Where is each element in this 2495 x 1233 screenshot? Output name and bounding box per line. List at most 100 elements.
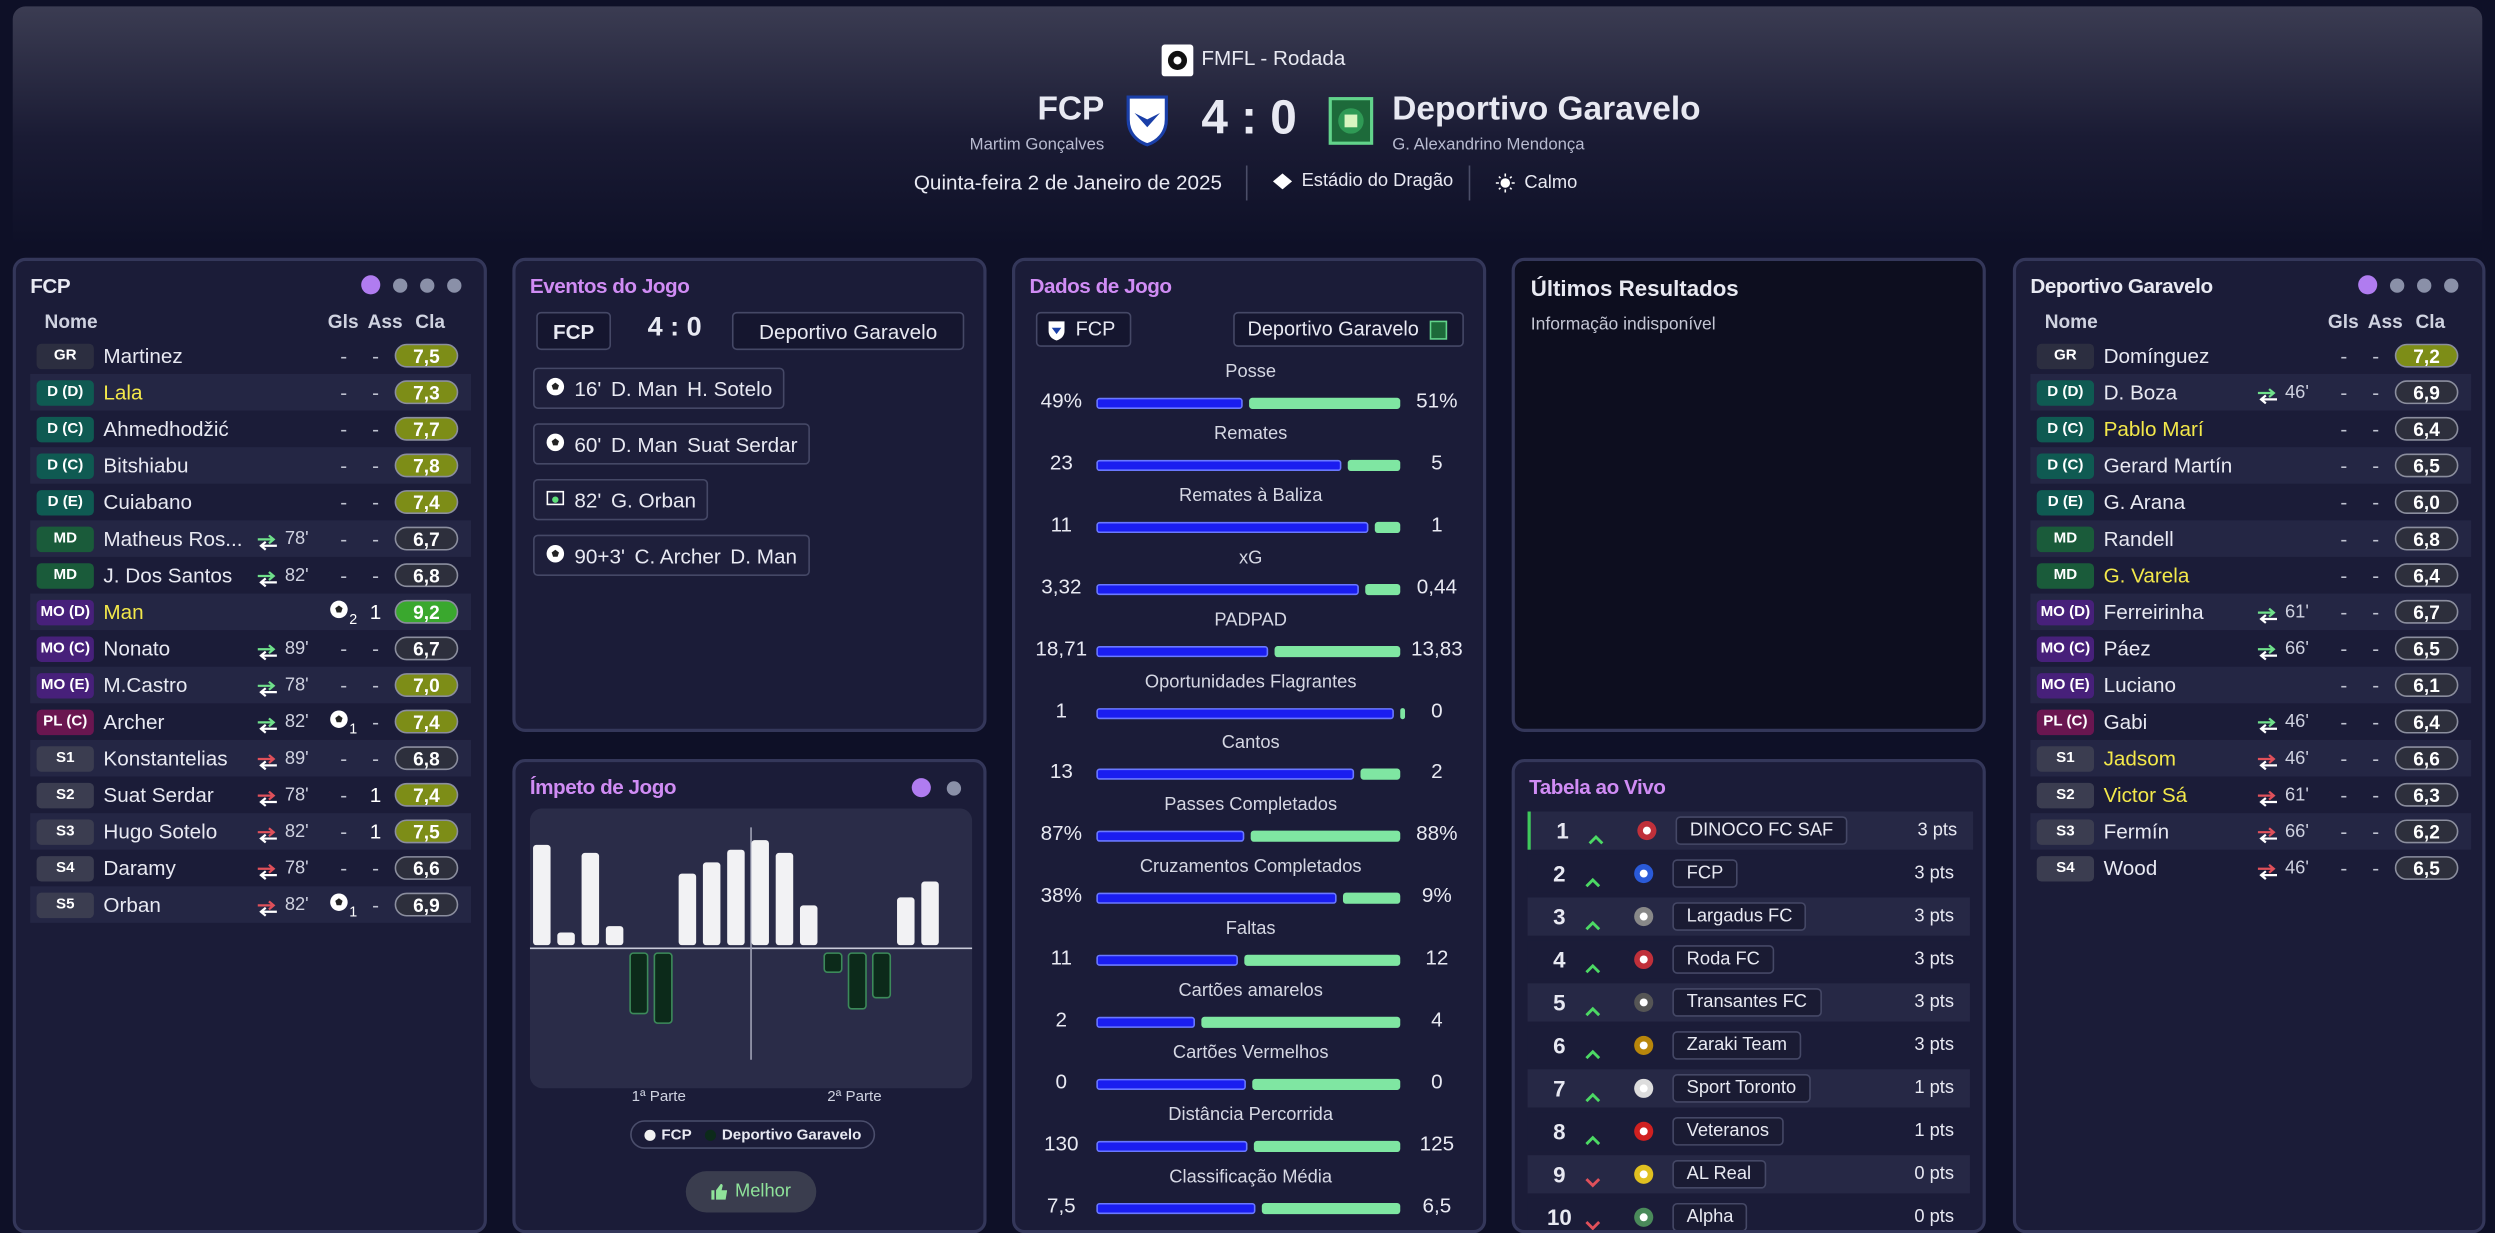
sub-minute: 78' [284,529,309,549]
player-name: Gerard Martín [2103,453,2233,478]
away-bar [1400,707,1406,719]
goal-count: 1 [349,903,358,919]
sub-minute: 46' [2284,748,2309,768]
home-bar [1096,1078,1246,1090]
assists: - [2372,673,2380,697]
sub-minute: 82' [284,565,309,585]
trend-icon [1585,1039,1601,1068]
goals: - [2340,563,2348,588]
stat-label: Cantos [1221,734,1280,754]
stat-label: Remates [1214,424,1288,444]
page-dot[interactable] [420,278,435,293]
position-badge: GR [2036,342,2095,369]
stat-label: Classificação Média [1169,1167,1333,1187]
position-badge: MO (D) [2036,599,2095,625]
sub-minute: 82' [284,821,309,841]
goals: - [2340,709,2348,734]
rating-badge: 6,4 [2394,563,2459,588]
player-row: S3 Hugo Sotelo 82' -1 7,5 [30,813,471,850]
button-label[interactable]: Melhor [735,1182,791,1202]
page-dot[interactable] [2417,278,2432,293]
player-row: MO (E) M.Castro 78' - -7,0 [30,666,471,704]
player-name: Bitshiabu [103,453,189,478]
away-bar [1262,1202,1401,1214]
home-bar [1096,1016,1196,1028]
team-points: 3 pts [1917,821,1958,841]
goals: - [2340,856,2348,880]
away-team-box: Deportivo Garavelo [731,311,965,351]
away-momentum-bar [629,952,649,1015]
assists: - [372,892,379,917]
events-panel: Eventos do Jogo FCP 4 : 0 Deportivo Gara… [512,257,987,732]
home-momentum-bar [557,932,575,946]
away-bar [1273,645,1401,657]
panel-title: Tabela ao Vivo [1529,774,1666,799]
home-momentum-bar [799,905,818,946]
page-dot[interactable] [2358,275,2378,295]
rating-badge: 6,5 [2394,636,2459,661]
team-crest [1633,1077,1655,1107]
position-badge: D (D) [36,379,94,405]
table-position: 2 [1553,860,1566,887]
sub-minute: 78' [284,858,309,878]
position-badge: S1 [2036,745,2095,771]
team-points: 3 pts [1914,906,1954,927]
page-dot[interactable] [2444,278,2459,293]
team-points: 0 pts [1914,1207,1954,1227]
assists: - [2372,599,2380,624]
rating-badge: 6,7 [394,636,459,661]
page-dot[interactable] [2389,278,2405,293]
player-row: MO (D) Man 2 1 9,2 [30,593,471,631]
page-dot[interactable] [393,278,408,293]
page-dot[interactable] [911,778,931,798]
away-value: 13,83 [1410,635,1463,660]
player-row: S1 Jadsom 46' - -6,6 [2030,739,2472,777]
rating-badge: 6,6 [2394,746,2459,771]
away-value: 1 [1431,512,1443,536]
sub-icon [256,641,278,665]
player-name: Randell [2103,526,2174,551]
stadium: Estádio do Dragão [1301,171,1454,191]
rating-badge: 7,0 [394,673,459,697]
sub-icon [256,897,278,921]
assists: - [2372,416,2380,441]
goals: - [2340,599,2348,624]
sub-minute: 46' [2284,712,2309,732]
button[interactable]: Melhor [685,1171,817,1213]
event-assist: H. Sotelo [687,376,773,401]
assists: 1 [369,599,382,624]
home-momentum-bar [921,881,939,946]
rating-badge: 6,7 [2394,599,2459,624]
score: 4 : 0 [1201,92,1297,145]
rating-badge: 7,2 [2394,343,2459,368]
event-minute: 82' [574,487,602,512]
away-team-box: Deportivo Garavelo [1233,311,1464,347]
message: Informação indisponível [1530,315,1716,335]
team-crest [1636,819,1658,849]
page-dot[interactable] [447,278,462,293]
player-row: MD J. Dos Santos 82' - -6,8 [30,557,471,594]
home-value: 87% [1040,821,1083,846]
goals: - [340,746,348,771]
column-header: Gls [2327,310,2359,333]
stat-label: Faltas [1225,919,1276,939]
goals: - [340,673,348,697]
team-name: FCP [1672,859,1738,888]
page-dot[interactable] [361,275,381,295]
assists: - [2372,380,2380,405]
player-row: MO (E) Luciano - -6,1 [2030,666,2472,704]
page-dot[interactable] [946,781,962,796]
goals: - [340,636,348,661]
sub-minute: 61' [2284,602,2309,622]
panel-title: Últimos Resultados [1530,275,1739,301]
trend-icon [1585,1125,1601,1154]
player-name: D. Boza [2103,380,2178,405]
team-crest [1429,319,1447,339]
event-icon [546,432,565,456]
home-value: 38% [1040,883,1083,908]
table-row: 1 DINOCO FC SAF 3 pts [1527,811,1974,850]
goals: - [2340,782,2348,807]
player-name: Hugo Sotelo [103,819,218,844]
home-momentum-bar [775,852,794,946]
trend-icon [1585,1211,1601,1230]
